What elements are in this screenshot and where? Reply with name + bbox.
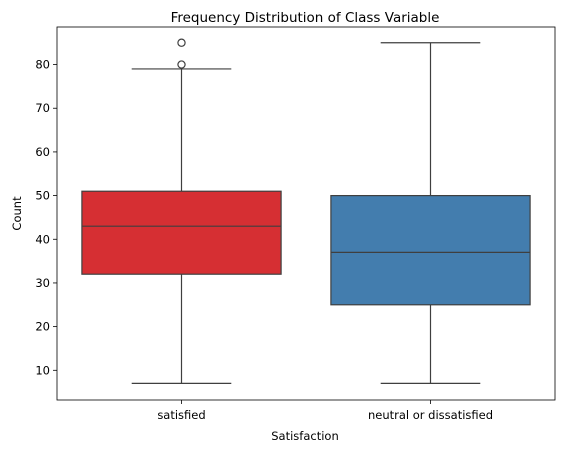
y-tick-label: 70: [35, 101, 50, 115]
y-tick-label: 20: [35, 320, 50, 334]
y-tick-label: 50: [35, 189, 50, 203]
boxes-layer: [81, 38, 531, 385]
x-tick-label: satisfied: [157, 408, 205, 422]
y-tick-label: 10: [35, 363, 50, 377]
outlier-point: [177, 38, 186, 47]
x-axis-label: Satisfaction: [271, 429, 339, 443]
outlier-point: [177, 60, 186, 69]
x-tick-label: neutral or dissatisfied: [368, 408, 493, 422]
box-neutral-or-dissatisfied: [330, 194, 531, 306]
plot-frame: [56, 26, 556, 401]
chart-title: Frequency Distribution of Class Variable: [171, 10, 440, 26]
y-tick-label: 60: [35, 145, 50, 159]
box-satisfied: [81, 190, 282, 275]
y-axis: 10 20 30 40 50 60 70 80: [35, 58, 57, 377]
y-tick-label: 40: [35, 232, 50, 246]
x-axis: satisfied neutral or dissatisfied: [157, 400, 493, 422]
y-tick-label: 30: [35, 276, 50, 290]
y-tick-label: 80: [35, 58, 50, 72]
y-axis-label: Count: [10, 196, 24, 231]
